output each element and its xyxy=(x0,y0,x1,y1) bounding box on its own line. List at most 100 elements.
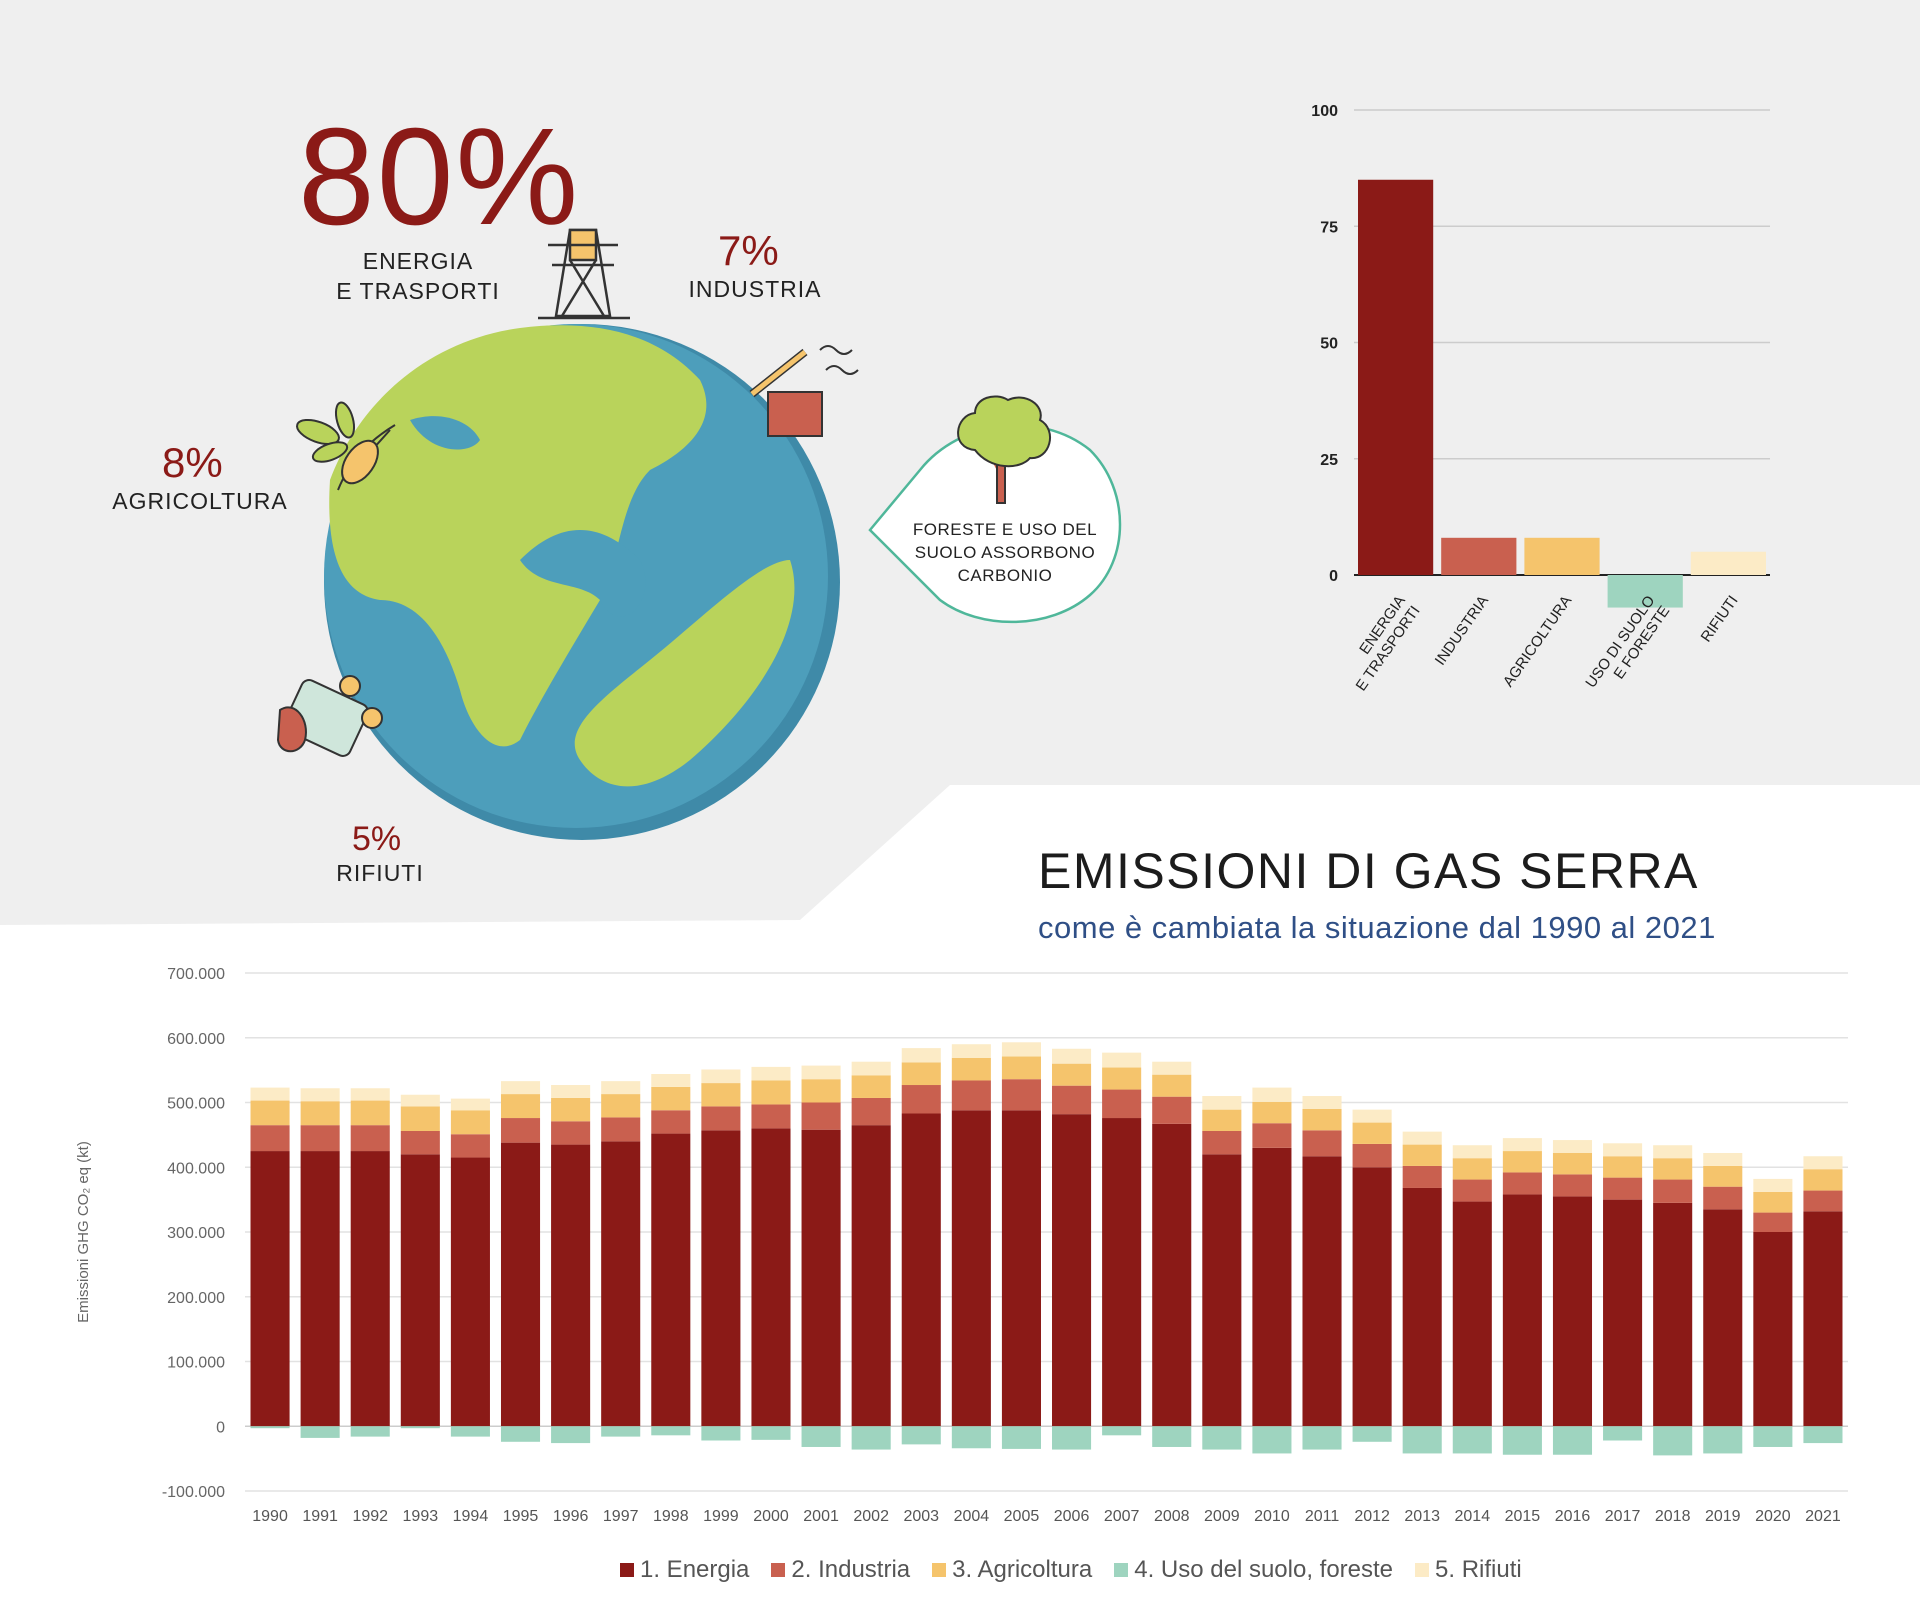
bar-segment xyxy=(801,1102,841,1130)
x-tick-label: 1996 xyxy=(553,1508,589,1525)
bar-segment xyxy=(551,1085,591,1098)
x-tick-label: 2002 xyxy=(853,1508,889,1525)
bar-segment xyxy=(300,1125,340,1152)
bar xyxy=(1358,179,1434,575)
bar-segment xyxy=(1753,1232,1793,1427)
bar-segment xyxy=(1703,1209,1743,1427)
bar-segment xyxy=(1352,1167,1392,1427)
bar-segment xyxy=(450,1426,490,1437)
bar-segment xyxy=(300,1101,340,1126)
legend-item-energia: 1. Energia xyxy=(620,1556,749,1584)
bar-segment xyxy=(1552,1426,1593,1455)
bar-segment xyxy=(1502,1172,1542,1195)
y-tick-label: 500.000 xyxy=(167,1096,225,1113)
bar-segment xyxy=(1653,1202,1693,1427)
legend-item-agricoltura: 3. Agricoltura xyxy=(932,1556,1092,1584)
x-tick-label: 2019 xyxy=(1705,1508,1741,1525)
bar-segment xyxy=(1202,1096,1242,1110)
x-tick-label: RIFIUTI xyxy=(1698,593,1742,646)
bar-segment xyxy=(851,1426,891,1450)
bar-segment xyxy=(751,1104,791,1129)
bar-segment xyxy=(701,1083,741,1107)
bar-segment xyxy=(951,1080,991,1111)
bar-segment xyxy=(901,1048,941,1063)
legend-item-rifiuti: 5. Rifiuti xyxy=(1415,1556,1522,1584)
bar-segment xyxy=(701,1106,741,1131)
bar-segment xyxy=(300,1426,340,1438)
bar-segment xyxy=(1252,1087,1292,1102)
bar-segment xyxy=(1552,1153,1593,1175)
factory-icon xyxy=(749,345,859,437)
bar-segment xyxy=(901,1085,941,1114)
bar-segment xyxy=(751,1066,791,1081)
x-tick-label: 2015 xyxy=(1505,1508,1541,1525)
bar-segment xyxy=(1152,1426,1192,1447)
x-tick-label: 2007 xyxy=(1104,1508,1140,1525)
bar-segment xyxy=(400,1426,440,1429)
bar-segment xyxy=(1052,1114,1092,1427)
bar xyxy=(1441,537,1517,575)
bar-segment xyxy=(400,1094,440,1107)
bar-segment xyxy=(1252,1123,1292,1148)
x-tick-label: 1990 xyxy=(252,1508,288,1525)
bar-segment xyxy=(851,1097,891,1126)
bar-segment xyxy=(450,1134,490,1158)
x-tick-label: 2018 xyxy=(1655,1508,1691,1525)
bar-segment xyxy=(1202,1426,1242,1450)
x-tick-label: 2014 xyxy=(1455,1508,1491,1525)
bar-segment xyxy=(250,1151,290,1427)
x-tick-label: 1993 xyxy=(403,1508,439,1525)
forest-note: FORESTE E USO DEL SUOLO ASSORBONO CARBON… xyxy=(912,520,1098,585)
bar-segment xyxy=(1102,1089,1142,1119)
bar-segment xyxy=(250,1100,290,1126)
waste-label: RIFIUTI xyxy=(336,860,424,886)
bar-segment xyxy=(250,1426,290,1429)
bar xyxy=(1607,575,1683,608)
bar-segment xyxy=(1352,1426,1392,1442)
bar-segment xyxy=(1452,1201,1492,1427)
bar-segment xyxy=(1552,1140,1593,1154)
bar-segment xyxy=(1452,1158,1492,1180)
bar-segment xyxy=(801,1426,841,1447)
bar-segment xyxy=(1052,1048,1092,1064)
bar-segment xyxy=(1653,1158,1693,1180)
bar-segment xyxy=(1603,1156,1643,1178)
bar-segment xyxy=(1052,1063,1092,1086)
x-tick-label: 2011 xyxy=(1305,1508,1340,1525)
bar-segment xyxy=(1803,1156,1843,1170)
bar-segment xyxy=(1252,1147,1292,1427)
bar-segment xyxy=(701,1130,741,1427)
bar-segment xyxy=(601,1094,641,1118)
bar xyxy=(1524,537,1600,575)
bar-segment xyxy=(1352,1143,1392,1168)
waste-icon xyxy=(276,675,383,757)
bar-segment xyxy=(1502,1426,1542,1455)
x-tick-label: 1998 xyxy=(653,1508,689,1525)
bar-segment xyxy=(300,1088,340,1102)
bar-segment xyxy=(1252,1426,1292,1454)
bar-segment xyxy=(1001,1056,1041,1080)
agriculture-label: AGRICOLTURA xyxy=(112,488,288,514)
agriculture-percentage: 8% xyxy=(162,439,223,486)
bar-segment xyxy=(1052,1085,1092,1115)
bar-segment xyxy=(551,1121,591,1145)
bar-segment xyxy=(1502,1194,1542,1427)
bar-segment xyxy=(601,1426,641,1437)
legend-swatch xyxy=(932,1563,947,1577)
bar-segment xyxy=(1202,1154,1242,1427)
tree-icon xyxy=(957,395,1051,504)
bar-segment xyxy=(1552,1196,1593,1427)
y-tick-label: 300.000 xyxy=(167,1225,225,1242)
bar-segment xyxy=(1603,1426,1643,1441)
bar-segment xyxy=(1452,1179,1492,1202)
bar-segment xyxy=(1302,1108,1342,1131)
legend-swatch xyxy=(1415,1563,1430,1577)
energy-percentage: 80% xyxy=(298,100,581,254)
bar-segment xyxy=(1753,1426,1793,1447)
bar-segment xyxy=(851,1061,891,1076)
bar-segment xyxy=(1653,1179,1693,1203)
bar-segment xyxy=(1052,1426,1092,1450)
bar-segment xyxy=(1703,1153,1743,1166)
bar-segment xyxy=(751,1128,791,1427)
